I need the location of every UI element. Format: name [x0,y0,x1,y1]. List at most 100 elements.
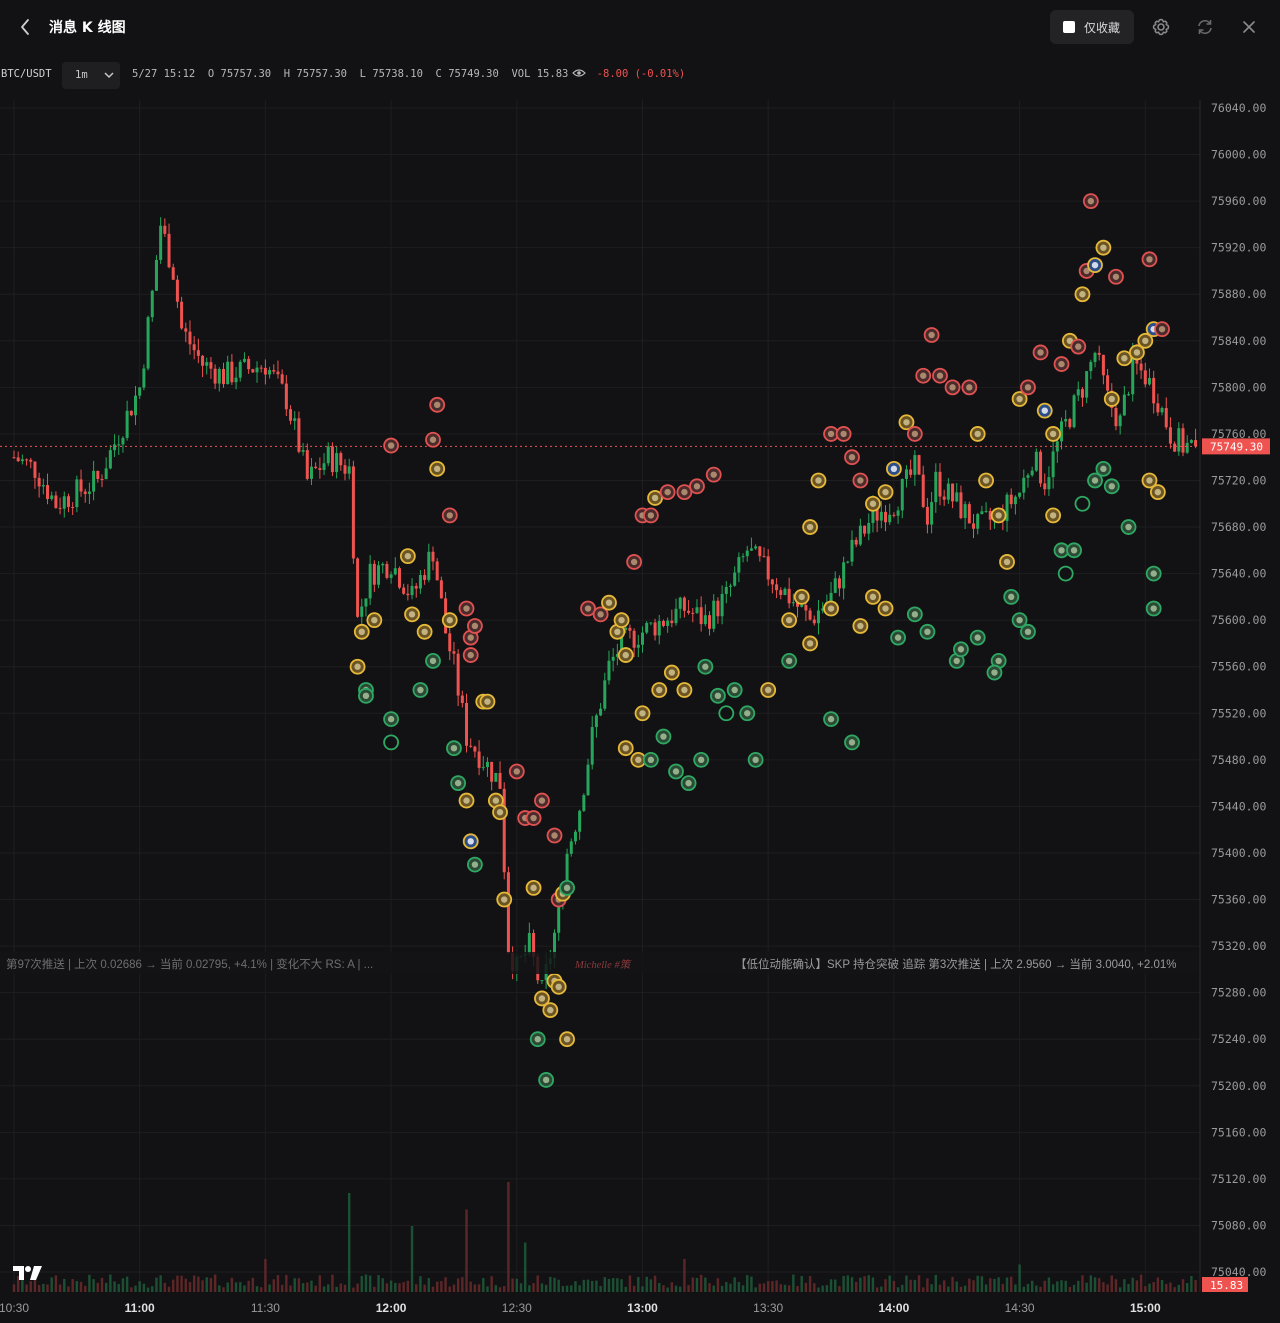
news-marker[interactable] [760,682,777,698]
news-marker[interactable] [441,507,458,524]
news-marker[interactable] [693,751,710,768]
news-marker[interactable] [416,623,433,640]
news-marker[interactable] [592,606,609,623]
eye-icon[interactable] [572,68,587,78]
news-marker[interactable] [534,792,550,809]
news-marker[interactable] [1149,484,1166,501]
news-marker[interactable] [802,635,818,652]
tradingview-logo[interactable] [12,1264,44,1282]
news-marker[interactable] [1032,344,1049,361]
news-marker[interactable] [525,810,542,826]
news-marker[interactable] [1066,542,1082,559]
news-marker[interactable] [999,554,1015,570]
news-marker[interactable] [1141,472,1158,489]
news-marker[interactable] [906,606,923,623]
news-marker[interactable] [1129,344,1145,361]
interval-select[interactable]: 1m [62,62,120,89]
news-marker[interactable] [923,327,940,343]
news-marker[interactable] [1011,612,1028,629]
news-marker[interactable] [659,484,676,501]
news-marker[interactable] [919,623,936,640]
news-marker[interactable] [642,751,659,768]
news-marker[interactable] [399,548,416,565]
news-marker[interactable] [542,1002,559,1018]
close-icon[interactable] [1237,15,1261,39]
news-marker[interactable] [1145,600,1162,617]
news-marker[interactable] [663,664,680,681]
news-marker[interactable] [1057,565,1074,582]
news-marker[interactable] [546,827,563,844]
news-marker[interactable] [969,426,986,442]
candlestick-chart[interactable]: 第97次推送 | 上次 0.02686 → 当前 0.02795, +4.1% … [0,100,1280,1323]
news-marker[interactable] [865,495,881,512]
news-marker[interactable] [1141,251,1158,268]
news-marker[interactable] [1087,472,1103,489]
news-marker[interactable] [718,705,735,722]
news-marker[interactable] [634,705,651,722]
news-marker[interactable] [793,588,810,605]
news-marker[interactable] [458,792,475,809]
news-marker[interactable] [462,833,479,850]
news-marker[interactable] [1087,257,1103,274]
news-marker[interactable] [990,507,1007,524]
news-marker[interactable] [852,472,869,489]
favorites-only-toggle[interactable]: 仅收藏 [1050,10,1134,44]
news-marker[interactable] [844,734,860,751]
news-marker[interactable] [1082,193,1099,210]
news-marker[interactable] [383,437,400,454]
news-marker[interactable] [458,600,475,617]
news-marker[interactable] [559,1031,575,1048]
news-marker[interactable] [1095,460,1112,477]
news-marker[interactable] [865,588,881,605]
news-marker[interactable] [877,600,894,617]
news-marker[interactable] [383,711,400,727]
news-marker[interactable] [617,647,634,663]
news-marker[interactable] [676,682,693,698]
news-marker[interactable] [429,396,446,413]
news-marker[interactable] [642,507,659,524]
news-marker[interactable] [810,472,827,489]
news-marker[interactable] [680,775,697,792]
news-marker[interactable] [705,466,722,483]
news-marker[interactable] [466,856,483,873]
news-marker[interactable] [550,978,567,995]
news-marker[interactable] [1108,268,1124,285]
news-marker[interactable] [1074,495,1091,512]
news-marker[interactable] [932,367,948,384]
news-marker[interactable] [781,653,798,669]
news-marker[interactable] [1074,286,1091,303]
news-marker[interactable] [898,414,915,431]
news-marker[interactable] [802,519,818,535]
news-marker[interactable] [969,629,986,646]
news-ticker[interactable]: 第97次推送 | 上次 0.02686 → 当前 0.02795, +4.1% … [0,952,1200,974]
news-marker[interactable] [915,367,932,384]
news-marker[interactable] [1045,426,1062,442]
news-marker[interactable] [441,612,458,629]
news-marker[interactable] [978,472,994,489]
news-marker[interactable] [1154,321,1170,338]
news-marker[interactable] [886,460,902,477]
news-marker[interactable] [906,426,923,442]
news-marker[interactable] [425,653,441,669]
news-marker[interactable] [1003,588,1020,605]
news-marker[interactable] [1070,338,1087,355]
news-marker[interactable] [1053,356,1070,372]
news-marker[interactable] [739,705,756,722]
news-marker[interactable] [559,879,575,896]
news-marker[interactable] [944,379,961,396]
news-marker[interactable] [508,763,525,780]
news-marker[interactable] [655,728,672,745]
news-marker[interactable] [462,647,479,663]
news-marker[interactable] [852,618,869,634]
news-marker[interactable] [689,478,705,495]
news-marker[interactable] [412,682,429,698]
news-marker[interactable] [877,484,894,501]
news-marker[interactable] [844,449,860,466]
news-marker[interactable] [1120,519,1137,535]
news-marker[interactable] [525,879,542,896]
news-marker[interactable] [1011,391,1028,407]
news-marker[interactable] [496,891,513,908]
news-marker[interactable] [538,1072,555,1088]
news-marker[interactable] [534,990,550,1007]
news-marker[interactable] [353,623,370,640]
